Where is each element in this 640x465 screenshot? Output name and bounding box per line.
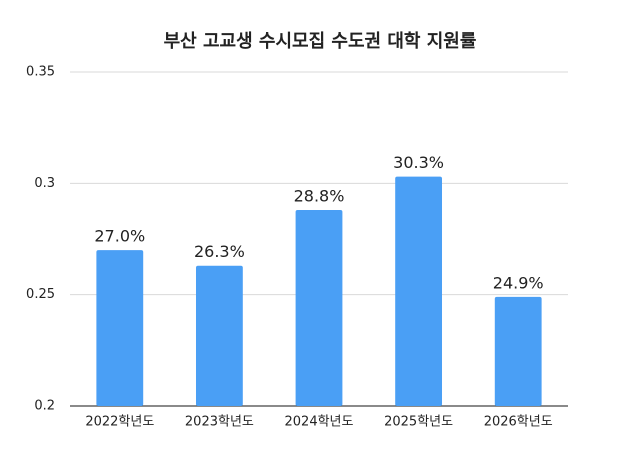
y-tick-label: 0.3 xyxy=(34,176,55,191)
value-label: 27.0% xyxy=(94,227,145,246)
bar xyxy=(96,250,144,406)
bar xyxy=(494,296,542,406)
bar xyxy=(295,210,343,406)
value-label: 26.3% xyxy=(194,242,245,261)
x-tick-label: 2024학년도 xyxy=(285,415,354,430)
bar xyxy=(195,265,243,406)
value-label: 24.9% xyxy=(493,273,544,292)
x-tick-label: 2025학년도 xyxy=(384,415,453,430)
y-tick-label: 0.2 xyxy=(34,399,55,414)
y-tick-label: 0.35 xyxy=(26,65,55,80)
y-tick-label: 0.25 xyxy=(26,287,55,302)
value-label: 28.8% xyxy=(294,187,345,206)
x-tick-label: 2022학년도 xyxy=(85,415,154,430)
bar xyxy=(395,176,443,406)
chart-title: 부산 고교생 수시모집 수도권 대학 지원률 xyxy=(164,30,477,52)
x-tick-label: 2023학년도 xyxy=(185,415,254,430)
value-label: 30.3% xyxy=(393,153,444,172)
x-tick-label: 2026학년도 xyxy=(484,415,553,430)
